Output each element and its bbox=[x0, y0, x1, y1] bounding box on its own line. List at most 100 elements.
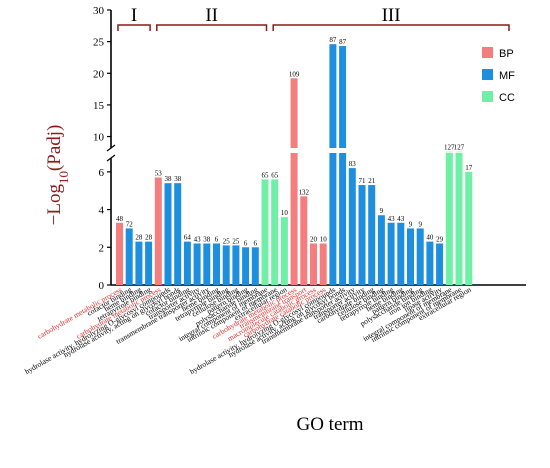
legend-swatch bbox=[482, 91, 493, 102]
bar-upper-part bbox=[455, 151, 463, 153]
legend-swatch bbox=[482, 69, 493, 80]
bar-count-label: 17 bbox=[465, 164, 473, 172]
legend-label: BP bbox=[499, 48, 514, 60]
bar-count-label: 65 bbox=[262, 171, 270, 179]
bar bbox=[465, 171, 473, 285]
bar bbox=[271, 179, 279, 285]
bar bbox=[232, 245, 240, 285]
bar-upper-part bbox=[290, 78, 298, 148]
bar bbox=[203, 243, 211, 285]
bar-count-label: 20 bbox=[310, 236, 318, 244]
bar-count-label: 25 bbox=[232, 237, 240, 245]
bar-lower-part bbox=[455, 153, 463, 285]
bar bbox=[368, 185, 376, 285]
bar bbox=[164, 183, 172, 285]
y-tick-label: 2 bbox=[99, 242, 105, 254]
bar-count-label: 10 bbox=[320, 236, 328, 244]
bar bbox=[154, 177, 162, 285]
bar bbox=[358, 185, 366, 285]
bar bbox=[261, 179, 269, 285]
legend-swatch bbox=[482, 47, 493, 58]
bar-upper-part bbox=[445, 151, 453, 153]
bar-count-label: 48 bbox=[116, 215, 124, 223]
bar bbox=[319, 243, 327, 285]
bar-count-label: 87 bbox=[329, 36, 337, 44]
bar bbox=[135, 241, 143, 285]
bar-count-label: 40 bbox=[426, 234, 434, 242]
bar bbox=[387, 222, 395, 285]
bar-count-label: 6 bbox=[254, 239, 258, 247]
bar-count-label: 28 bbox=[135, 234, 143, 242]
y-tick-label: 10 bbox=[93, 132, 105, 144]
bar-count-label: 38 bbox=[203, 236, 211, 244]
group-label: II bbox=[205, 5, 218, 26]
y-tick-label: 30 bbox=[93, 5, 105, 17]
bar-count-label: 6 bbox=[215, 236, 219, 244]
y-tick-label: 6 bbox=[99, 167, 105, 179]
bar-upper-part bbox=[339, 46, 347, 148]
bar bbox=[436, 243, 444, 285]
bar-count-label: 132 bbox=[299, 188, 310, 196]
bar bbox=[251, 247, 259, 285]
bar-count-label: 64 bbox=[184, 234, 192, 242]
group-label: III bbox=[382, 5, 401, 26]
bar bbox=[222, 245, 230, 285]
bar-count-label: 127 bbox=[444, 144, 455, 152]
bar bbox=[348, 168, 356, 285]
bar-count-label: 71 bbox=[359, 177, 367, 185]
y-tick-label: 25 bbox=[93, 37, 105, 49]
bar-count-label: 29 bbox=[436, 236, 444, 244]
bar-count-label: 87 bbox=[339, 38, 347, 46]
legend-label: MF bbox=[499, 70, 515, 82]
x-axis-title: GO term bbox=[296, 414, 363, 435]
bar-count-label: 28 bbox=[145, 234, 153, 242]
bar bbox=[145, 241, 153, 285]
bar-count-label: 10 bbox=[281, 209, 289, 217]
y-tick-label: 0 bbox=[99, 280, 105, 292]
bar bbox=[125, 228, 133, 285]
axis-break-mark bbox=[106, 144, 116, 152]
y-tick-label: 20 bbox=[93, 68, 105, 80]
bar-count-label: 43 bbox=[194, 236, 202, 244]
bar-count-label: 83 bbox=[349, 160, 357, 168]
bar-count-label: 21 bbox=[368, 177, 376, 185]
bar-count-label: 53 bbox=[155, 170, 163, 178]
bar-count-label: 9 bbox=[409, 220, 413, 228]
bar-count-label: 43 bbox=[388, 215, 396, 223]
group-label: I bbox=[131, 5, 137, 26]
bar bbox=[426, 241, 434, 285]
y-axis-title: −Log10(Padj) bbox=[44, 125, 71, 226]
bar-count-label: 65 bbox=[271, 171, 279, 179]
bar-lower-part bbox=[339, 153, 347, 285]
group-bracket bbox=[272, 24, 510, 31]
bar-count-label: 9 bbox=[418, 220, 422, 228]
bar bbox=[310, 243, 317, 285]
bar bbox=[407, 228, 414, 285]
group-brackets: I II III bbox=[117, 5, 510, 31]
bar bbox=[183, 241, 191, 285]
bar-count-label: 109 bbox=[289, 70, 300, 78]
group-bracket bbox=[117, 24, 151, 31]
axis-break-mark bbox=[106, 154, 116, 162]
bar bbox=[280, 217, 288, 285]
bar bbox=[242, 247, 250, 285]
y-tick-label: 15 bbox=[93, 100, 105, 112]
bar bbox=[300, 196, 308, 285]
bar bbox=[193, 243, 201, 285]
y-tick-label: 4 bbox=[99, 205, 105, 217]
bar-count-label: 9 bbox=[380, 207, 384, 215]
bar-count-label: 38 bbox=[165, 175, 173, 183]
bar-lower-part bbox=[445, 153, 453, 285]
bars bbox=[116, 44, 473, 285]
group-bracket bbox=[156, 24, 268, 31]
bar bbox=[174, 183, 182, 285]
bar-count-label: 25 bbox=[223, 237, 231, 245]
bar-lower-part bbox=[290, 153, 298, 285]
bar-upper-part bbox=[329, 44, 337, 149]
bar-count-label: 72 bbox=[126, 220, 134, 228]
bar bbox=[213, 243, 220, 285]
